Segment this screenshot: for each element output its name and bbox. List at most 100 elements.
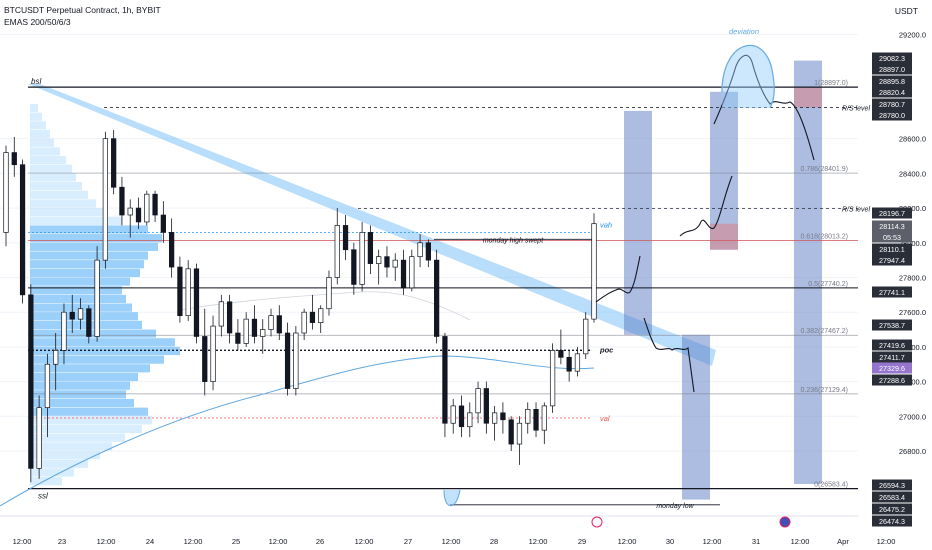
projected-path xyxy=(595,255,641,303)
x-tick-label: 30 xyxy=(666,537,674,546)
volume-profile-bar xyxy=(30,138,54,147)
candle-body xyxy=(210,325,216,382)
price-badge-label: 26475.2 xyxy=(879,505,905,514)
volume-profile-bar xyxy=(30,329,156,338)
candle-body xyxy=(260,329,266,337)
candle-body xyxy=(458,405,465,428)
y-tick-label: 26800.0 xyxy=(899,447,926,456)
candle-body xyxy=(36,407,42,469)
volume-profile-bar xyxy=(30,103,38,113)
projection-box xyxy=(682,334,710,500)
volume-profile-bar xyxy=(30,381,130,390)
fib-label: 0.382(27467.2) xyxy=(801,328,848,335)
price-badge xyxy=(872,503,912,515)
flag-icon xyxy=(779,516,791,528)
x-tick-label: 27 xyxy=(404,537,412,546)
x-tick-label: 12:00 xyxy=(97,537,116,546)
rs-label: R/S level xyxy=(842,207,870,214)
candle-body xyxy=(351,249,357,285)
price-badge xyxy=(872,231,912,243)
volume-profile-bar xyxy=(30,433,125,442)
candle-body xyxy=(11,152,17,166)
candle-body xyxy=(591,223,597,320)
candle-body xyxy=(53,350,59,365)
candle-body xyxy=(417,242,423,258)
projection-boxes xyxy=(28,60,822,500)
candle-body xyxy=(549,350,556,407)
y-tick-label: 28600.0 xyxy=(899,135,926,144)
fib-label: 0.5(27740.2) xyxy=(808,281,848,288)
x-tick-label: Apr xyxy=(837,537,849,546)
x-tick-label: 12:00 xyxy=(529,537,548,546)
volume-profile-bar xyxy=(30,268,140,277)
candle-body xyxy=(94,259,100,337)
candle-body xyxy=(574,353,581,372)
volume-profile-bar xyxy=(30,398,134,408)
volume-profile-bar xyxy=(30,424,142,434)
price-badge-label: 27947.4 xyxy=(879,256,905,265)
volume-profile-bar xyxy=(30,208,104,217)
x-tick-label: 12:00 xyxy=(703,537,722,546)
volume-profile-bar xyxy=(30,477,62,486)
x-tick-label: 12:00 xyxy=(13,537,32,546)
price-badge xyxy=(872,109,912,121)
price-badge xyxy=(872,339,912,351)
price-badge xyxy=(872,98,912,110)
volume-profile-bar xyxy=(30,225,148,234)
sweep-arc xyxy=(443,489,461,507)
candle-body xyxy=(467,412,473,428)
bsl-label: bsl xyxy=(31,77,41,86)
price-badge-label: 28110.1 xyxy=(879,245,904,254)
candle-body xyxy=(442,336,448,424)
candle-body xyxy=(450,405,456,424)
x-tick-label: 26 xyxy=(316,537,324,546)
price-badge xyxy=(872,86,912,98)
candle-body xyxy=(293,332,299,389)
x-tick-label: 12:00 xyxy=(442,537,461,546)
volume-profile-bar xyxy=(30,416,152,425)
candle-body xyxy=(491,412,498,424)
y-tick-label: 27800.0 xyxy=(899,273,926,282)
fib-label: 0.618(28013.2) xyxy=(801,233,848,240)
candle-body xyxy=(475,388,481,414)
projection-box-red xyxy=(794,87,822,108)
volume-profile-bar xyxy=(30,199,96,208)
candle-body xyxy=(425,242,431,261)
ema-200 xyxy=(0,355,595,507)
deviation-arc xyxy=(721,44,775,109)
volume-profile-bar xyxy=(30,320,142,330)
volume-profile xyxy=(30,103,180,486)
volume-profile-bar xyxy=(30,182,82,191)
volume-profile-bar xyxy=(30,459,88,468)
volume-profile-bar xyxy=(30,277,130,286)
price-badge xyxy=(872,254,912,266)
volume-profile-bar xyxy=(30,260,144,269)
candle-body xyxy=(508,419,514,445)
candle-body xyxy=(384,256,390,268)
price-badge-label: 28780.0 xyxy=(879,111,905,120)
price-badge-label: 28196.7 xyxy=(879,209,905,218)
projection-box xyxy=(794,60,822,484)
projection-box xyxy=(624,110,652,335)
candle-body xyxy=(177,266,183,317)
candle-body xyxy=(376,256,382,264)
candle-body xyxy=(309,311,316,323)
x-tick-label: 12:00 xyxy=(791,537,810,546)
x-tick-label: 12:00 xyxy=(877,537,896,546)
val-label: val xyxy=(600,414,610,423)
y-tick-label: 27200.0 xyxy=(899,378,926,387)
candle-body xyxy=(28,294,34,469)
axes: 12:00 23 12:00 24 12:00 25 12:00 26 12:00 27 12:00… xyxy=(0,31,926,546)
y-tick-label: 27000.0 xyxy=(899,412,926,421)
price-badge-label: 28114.3 xyxy=(879,222,904,231)
price-badge-label: 26583.4 xyxy=(879,493,905,502)
candle-body xyxy=(525,409,531,424)
candle-body xyxy=(276,315,282,334)
fib-label: 0.236(27129.4) xyxy=(801,387,848,394)
monday-low-label: monday low xyxy=(656,503,694,510)
candle-body xyxy=(400,259,407,289)
x-tick-label: 12:00 xyxy=(269,537,288,546)
candle-body xyxy=(127,207,133,216)
